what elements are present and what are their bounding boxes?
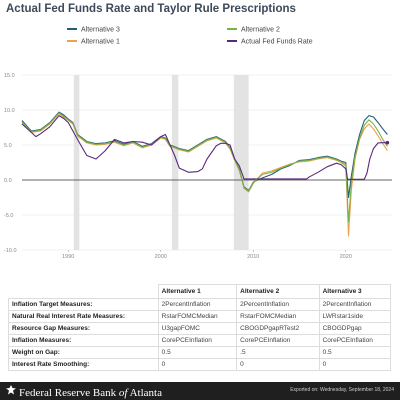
table-cell: 0.5 xyxy=(157,346,238,359)
table-row: Resource Gap Measures: U3gapFOMC CBOGDPg… xyxy=(8,322,392,335)
x-tick-label: 2010 xyxy=(247,254,259,260)
recession-band xyxy=(171,75,179,250)
eagle-icon xyxy=(6,385,16,395)
y-tick-label: 10.0 xyxy=(4,108,15,114)
table-cell: RstarFOMCMedian xyxy=(157,310,238,323)
y-tick-label: 0.0 xyxy=(4,178,12,184)
y-tick-label: -10.0 xyxy=(4,248,17,254)
table-cell: 0.5 xyxy=(318,346,392,359)
table-row: Interest Rate Smoothing: 0 0 0 xyxy=(8,358,392,371)
table-cell: RstarFOMCMedian xyxy=(236,310,320,323)
y-tick-label: 5.0 xyxy=(4,143,12,149)
legend-label: Actual Fed Funds Rate xyxy=(241,39,313,46)
legend-label: Alternative 3 xyxy=(81,27,120,34)
table-cell: CBOGDPgap xyxy=(318,322,392,335)
row-label: Inflation Measures: xyxy=(8,334,159,347)
x-tick-label: 2020 xyxy=(340,254,352,260)
table-row: Natural Real Interest Rate Measures: Rst… xyxy=(8,310,392,323)
series-line-alternative-2 xyxy=(21,112,388,223)
x-tick-label: 2000 xyxy=(155,254,167,260)
series-end-marker xyxy=(385,140,390,145)
series-line-actual-fed-funds-rate xyxy=(21,115,388,180)
row-label: Natural Real Interest Rate Measures: xyxy=(8,310,159,323)
table-cell: LWRstar1side xyxy=(318,310,392,323)
parameters-table-wrap: Alternative 1 Alternative 2 Alternative … xyxy=(8,284,392,371)
frb-atlanta-logo: Federal Reserve Bank of Atlanta xyxy=(5,384,162,399)
org-name-prefix: Federal Reserve Bank xyxy=(19,387,119,399)
table-row: Weight on Gap: 0.5 .5 0.5 xyxy=(8,346,392,359)
table-header-alt3: Alternative 3 xyxy=(318,284,392,299)
table-header-row: Alternative 1 Alternative 2 Alternative … xyxy=(8,284,392,299)
y-tick-label: -5.0 xyxy=(4,213,13,219)
row-label: Resource Gap Measures: xyxy=(8,322,159,335)
parameters-table: Alternative 1 Alternative 2 Alternative … xyxy=(8,284,392,371)
export-date: Exported on: Wednesday, September 18, 20… xyxy=(290,387,394,393)
org-name-suffix: Atlanta xyxy=(127,387,162,399)
table-header-alt1: Alternative 1 xyxy=(157,284,238,299)
recession-band xyxy=(73,75,80,250)
table-cell: CorePCEInflation xyxy=(236,334,320,347)
table-row: Inflation Measures: CorePCEInflation Cor… xyxy=(8,334,392,347)
table-row: Inflation Target Measures: 2PercentInfla… xyxy=(8,298,392,311)
table-cell: 0 xyxy=(318,358,392,371)
legend-label: Alternative 2 xyxy=(241,27,280,34)
x-tick-label: 1990 xyxy=(62,254,74,260)
chart-title: Actual Fed Funds Rate and Taylor Rule Pr… xyxy=(6,3,296,15)
org-name-of: of xyxy=(118,387,128,399)
table-cell: 0 xyxy=(157,358,238,371)
table-cell: 2PercentInflation xyxy=(236,298,320,311)
recession-band xyxy=(233,75,249,250)
footer-bar: Federal Reserve Bank of Atlanta Exported… xyxy=(0,382,400,400)
table-cell: CBOGDPgapRTest2 xyxy=(236,322,320,335)
row-label: Inflation Target Measures: xyxy=(8,298,159,311)
y-tick-label: 15.0 xyxy=(4,73,15,79)
table-cell: U3gapFOMC xyxy=(157,322,238,335)
table-cell: 2PercentInflation xyxy=(318,298,392,311)
row-label: Interest Rate Smoothing: xyxy=(8,358,159,371)
chart-area: 15.0 10.0 5.0 0.0 -5.0 -10.0 1990 2000 2010 2020 … xyxy=(0,20,400,266)
table-cell: CorePCEInflation xyxy=(157,334,238,347)
table-cell: 2PercentInflation xyxy=(157,298,238,311)
legend-label: Alternative 1 xyxy=(81,39,120,46)
row-label: Weight on Gap: xyxy=(8,346,159,359)
table-header-alt2: Alternative 2 xyxy=(236,284,320,299)
table-cell: CorePCEInflation xyxy=(318,334,392,347)
table-cell: .5 xyxy=(236,346,320,359)
table-header-blank xyxy=(8,284,159,299)
table-cell: 0 xyxy=(236,358,320,371)
